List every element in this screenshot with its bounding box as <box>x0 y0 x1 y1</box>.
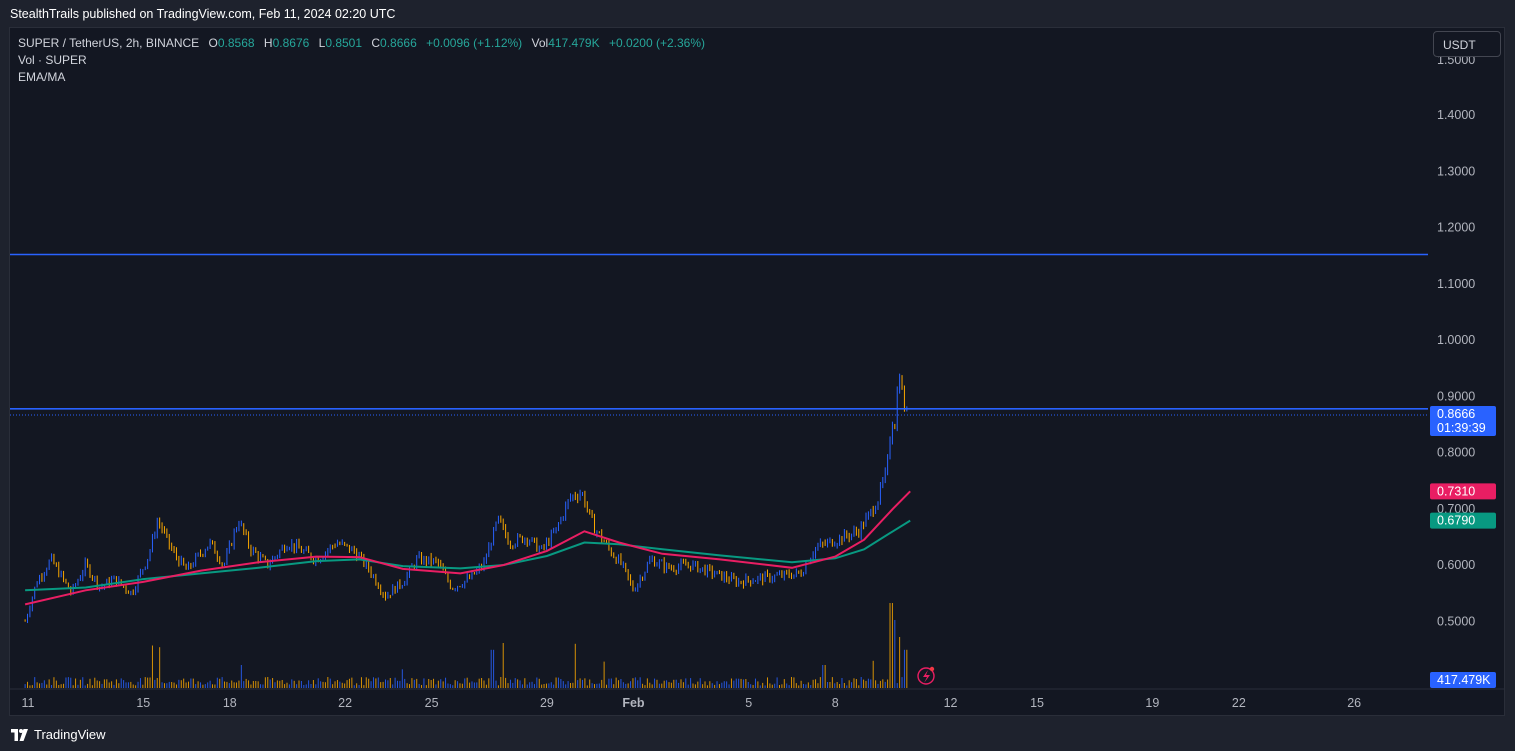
y-tick-label: 1.0000 <box>1437 333 1475 347</box>
ema-indicator-title[interactable]: EMA/MA <box>18 70 66 84</box>
ema-fast-label-bg <box>1430 483 1496 500</box>
chart-legend: SUPER / TetherUS, 2h, BINANCE O0.8568 H0… <box>18 35 705 86</box>
x-tick-label: 8 <box>832 696 839 710</box>
ema-lines <box>24 490 911 606</box>
publish-attribution: StealthTrails published on TradingView.c… <box>10 7 396 21</box>
y-tick-label: 0.8000 <box>1437 446 1475 460</box>
y-tick-label: 0.6000 <box>1437 558 1475 572</box>
y-tick-label: 0.5000 <box>1437 614 1475 628</box>
x-tick-label: 29 <box>540 696 554 710</box>
close-label: C <box>371 36 381 50</box>
volume-label-text: 417.479K <box>1437 673 1491 687</box>
y-tick-label: 1.2000 <box>1437 221 1475 235</box>
time-axis: 11 15 18 22 25 29 Feb 5 8 12 15 19 22 26 <box>10 688 1504 710</box>
x-tick-label: 5 <box>745 696 752 710</box>
low-label: L <box>318 36 326 50</box>
high-label: H <box>263 36 273 50</box>
open-value: 0.8568 <box>217 36 255 50</box>
symbol-title[interactable]: SUPER / TetherUS, 2h, BINANCE <box>18 36 200 50</box>
last-price-label-bg <box>1430 406 1496 437</box>
x-tick-label: 18 <box>223 696 237 710</box>
y-tick-label: 1.4000 <box>1437 108 1475 122</box>
y-tick-label: 1.1000 <box>1437 277 1475 291</box>
chart-frame <box>9 27 1505 716</box>
volume-bars <box>24 603 908 688</box>
horizontal-levels <box>10 253 1428 416</box>
price-candles <box>24 373 908 624</box>
low-value: 0.8501 <box>325 36 363 50</box>
y-tick-label: 0.7000 <box>1437 502 1475 516</box>
high-value: 0.8676 <box>272 36 310 50</box>
x-tick-label: 11 <box>22 696 35 710</box>
ema-fast-line <box>24 490 911 606</box>
volume-label: Vol <box>531 36 549 50</box>
volume-change: +0.0200 (+2.36%) <box>608 36 706 50</box>
x-tick-label: 25 <box>425 696 439 710</box>
y-tick-label: 1.3000 <box>1437 164 1475 178</box>
tradingview-logo[interactable]: TradingView <box>11 727 106 742</box>
x-tick-label: 15 <box>136 696 150 710</box>
ema-slow-label-text: 0.6790 <box>1437 514 1475 528</box>
open-label: O <box>208 36 218 50</box>
last-price-label-text: 0.8666 <box>1437 407 1475 421</box>
ema-slow-label-bg <box>1430 512 1496 529</box>
ema-fast-label-text: 0.7310 <box>1437 484 1475 498</box>
x-tick-label: 26 <box>1347 696 1361 710</box>
volume-value: 417.479K <box>548 36 600 50</box>
price-change: +0.0096 (+1.12%) <box>426 36 523 50</box>
currency-button[interactable]: USDT <box>1433 31 1501 57</box>
volume-indicator-title[interactable]: Vol · SUPER <box>18 53 87 67</box>
lightning-icon[interactable] <box>917 666 935 685</box>
x-tick-label: 19 <box>1145 696 1159 710</box>
x-tick-label: 22 <box>1232 696 1246 710</box>
x-tick-label: Feb <box>622 696 645 710</box>
ohlc-row: SUPER / TetherUS, 2h, BINANCE O0.8568 H0… <box>18 35 705 52</box>
last-price-label-text: 01:39:39 <box>1437 421 1486 435</box>
brand-name: TradingView <box>34 727 106 742</box>
close-value: 0.8666 <box>380 36 417 50</box>
x-tick-label: 22 <box>338 696 352 710</box>
y-tick-label: 0.9000 <box>1437 389 1475 403</box>
x-tick-label: 15 <box>1030 696 1044 710</box>
volume-label-bg <box>1430 672 1496 688</box>
tradingview-icon <box>11 728 28 741</box>
x-tick-label: 12 <box>944 696 958 710</box>
price-axis: 1.4000 1.3000 1.2000 1.1000 1.0000 0.9000 0.80… <box>1437 53 1475 628</box>
